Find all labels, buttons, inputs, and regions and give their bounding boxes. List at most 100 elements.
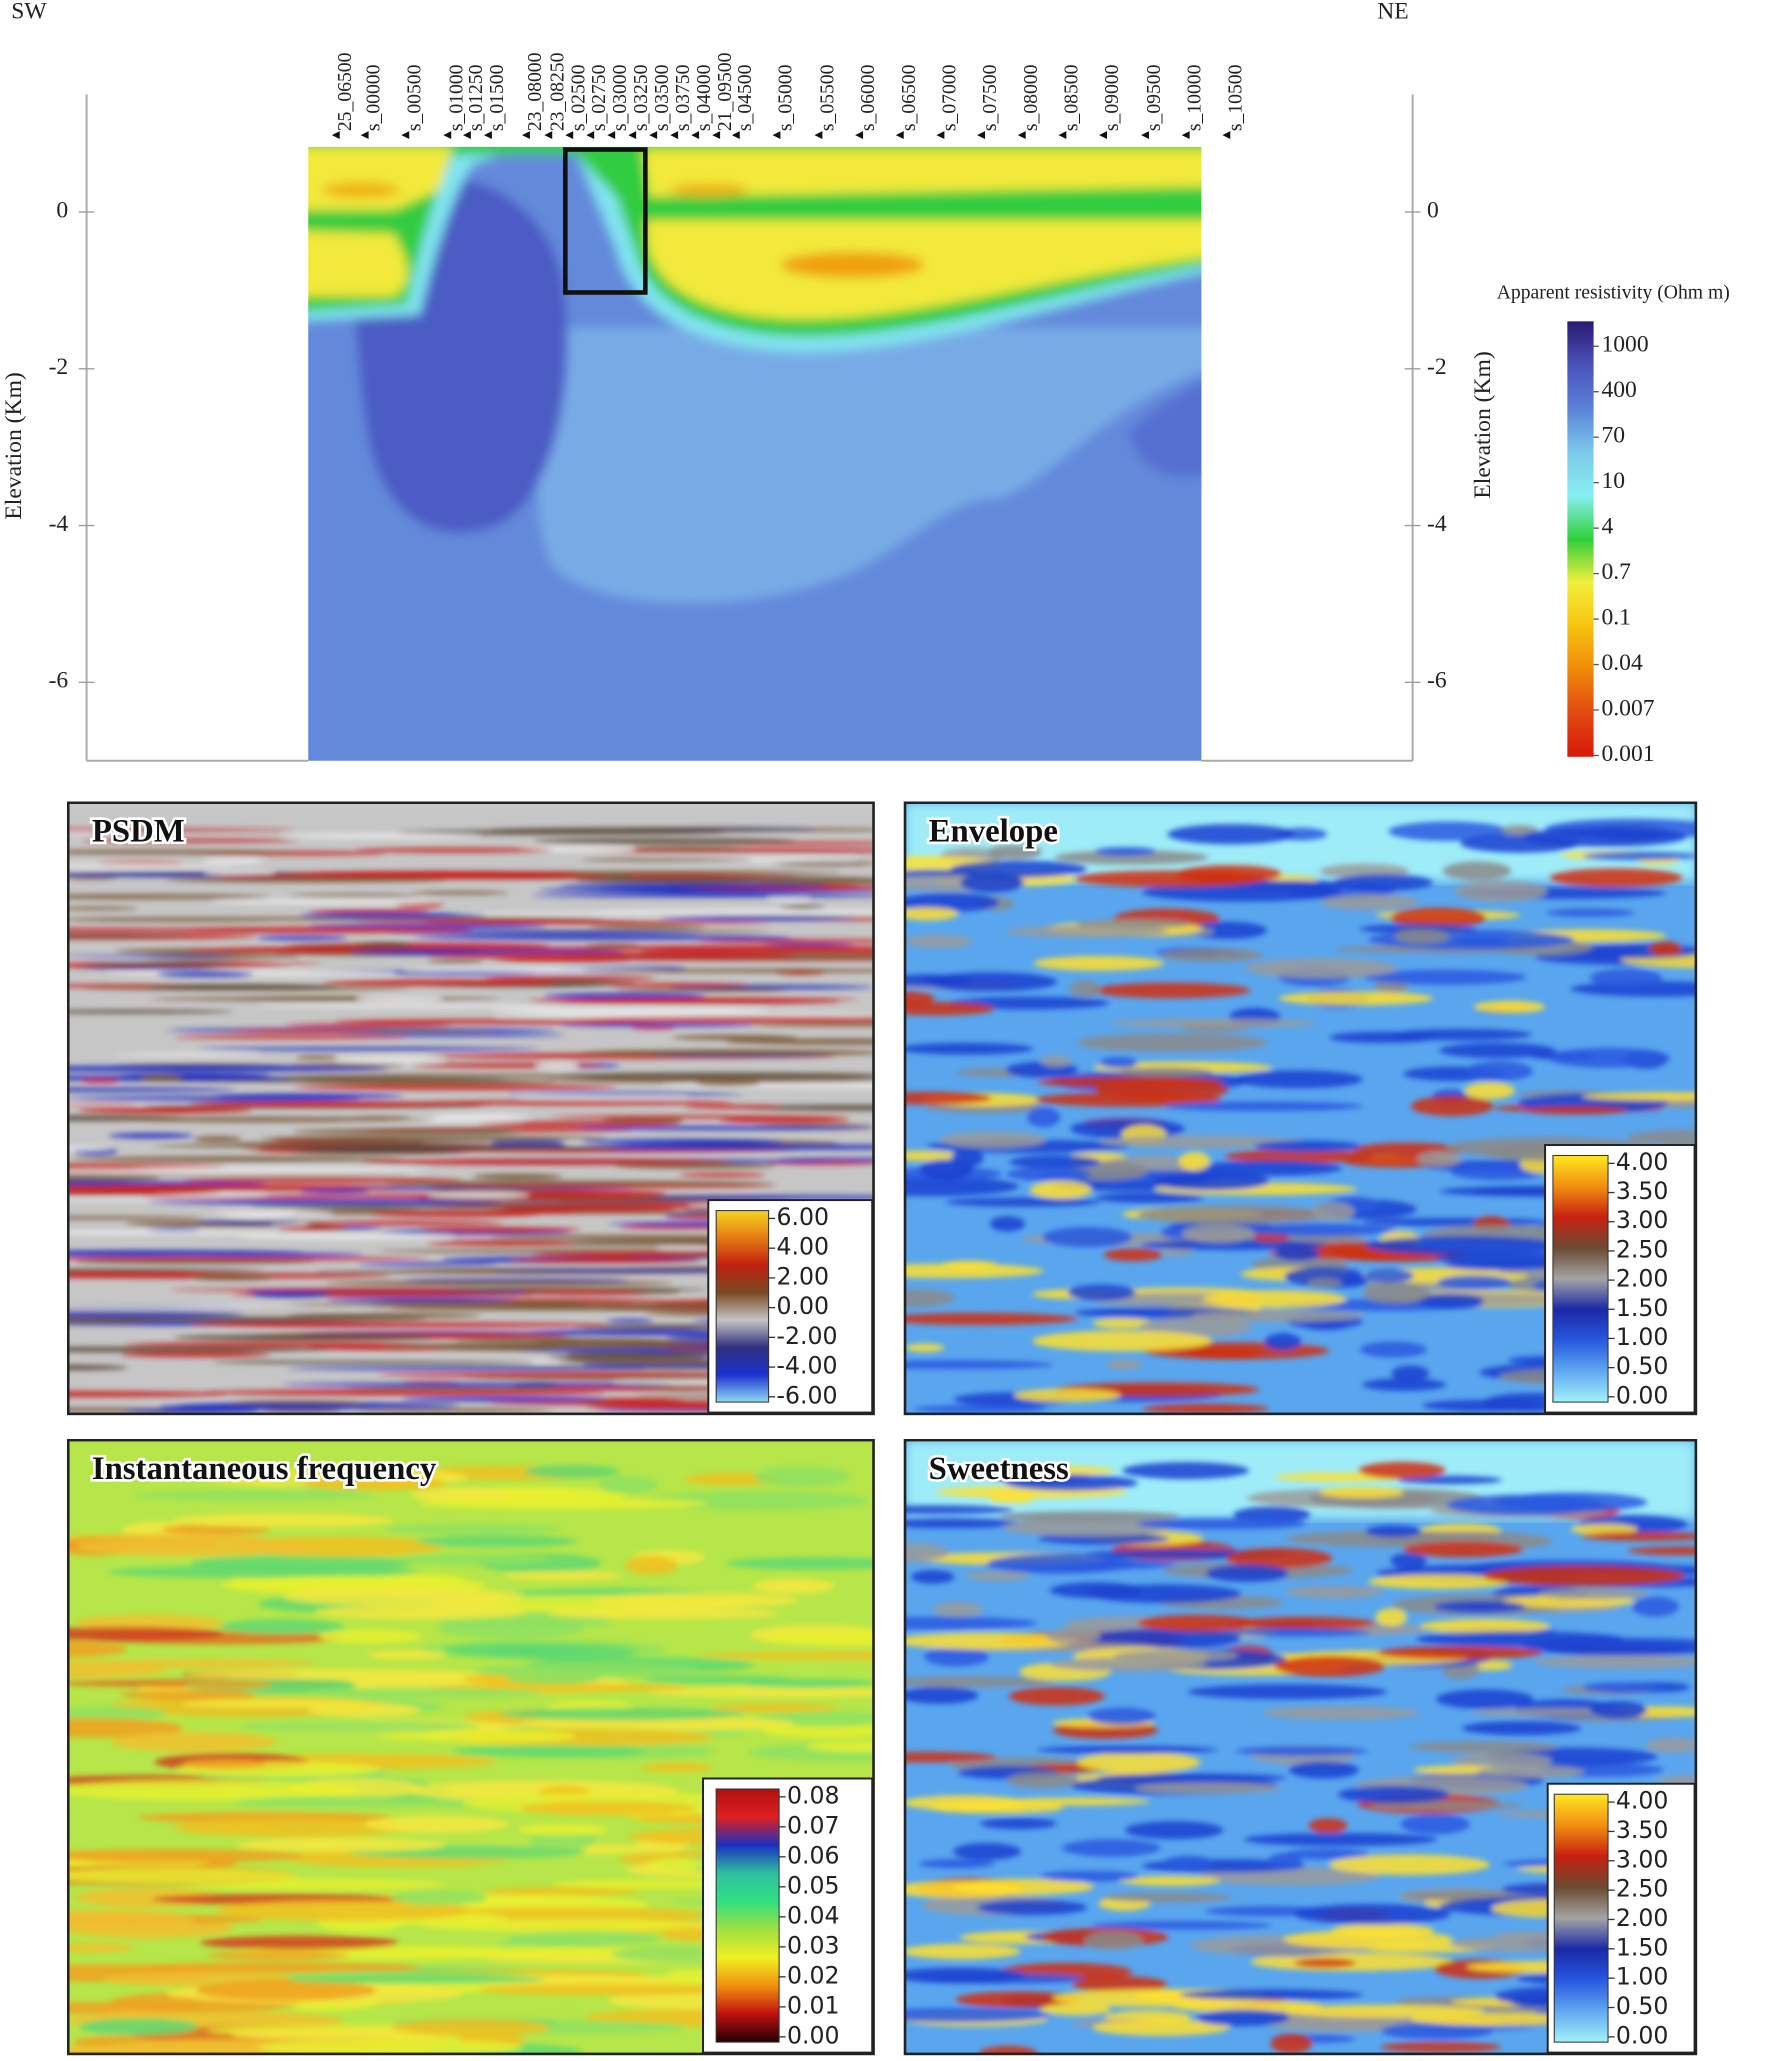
texture-streak xyxy=(1570,981,1696,997)
colorbar-label: 1.00 xyxy=(1616,1323,1669,1351)
texture-streak xyxy=(416,1100,734,1106)
texture-streak xyxy=(287,1975,547,1984)
texture-streak xyxy=(659,915,856,921)
texture-streak xyxy=(559,1022,761,1027)
texture-streak xyxy=(429,1184,777,1188)
colorbar-label: 3.50 xyxy=(1616,1177,1669,1205)
texture-streak xyxy=(1160,948,1264,962)
colorbar xyxy=(715,1788,780,2043)
colorbar-label: 0.02 xyxy=(787,1961,840,1989)
texture-streak xyxy=(1235,1070,1363,1089)
texture-streak xyxy=(905,1518,1017,1529)
texture-streak xyxy=(195,1220,301,1225)
texture-streak xyxy=(1264,1333,1302,1351)
texture-streak xyxy=(1202,1290,1347,1308)
colorbar-label: 10 xyxy=(1601,468,1625,494)
texture-streak xyxy=(68,1909,195,1931)
colorbar-label: -4.00 xyxy=(776,1352,837,1380)
texture-streak xyxy=(1039,1870,1140,1882)
texture-streak xyxy=(355,941,414,948)
texture-streak xyxy=(156,971,254,977)
texture-streak xyxy=(68,1626,225,1641)
y-tick-label: -6 xyxy=(49,668,69,694)
texture-streak xyxy=(580,1049,874,1056)
texture-streak xyxy=(300,1078,556,1085)
texture-streak xyxy=(416,1534,578,1548)
texture-streak xyxy=(1319,1486,1405,1499)
texture-streak xyxy=(421,1918,703,1932)
texture-streak xyxy=(535,1062,579,1070)
y-tick-label: -4 xyxy=(49,511,69,537)
texture-streak xyxy=(196,1979,377,2001)
texture-streak xyxy=(1497,1492,1648,1512)
texture-streak xyxy=(472,1663,700,1679)
texture-streak xyxy=(905,1676,1056,1688)
texture-streak xyxy=(1091,1921,1273,1930)
texture-streak xyxy=(574,1125,874,1131)
texture-streak xyxy=(68,1306,376,1311)
texture-streak xyxy=(150,996,502,1001)
texture-streak xyxy=(307,908,430,914)
texture-streak xyxy=(630,1026,676,1030)
station-label: s_06500 xyxy=(898,64,920,131)
texture-streak xyxy=(68,1215,203,1220)
texture-streak xyxy=(107,2010,160,2019)
texture-streak xyxy=(199,1935,399,1950)
texture-streak xyxy=(68,1779,361,1801)
texture-streak xyxy=(1164,1101,1363,1112)
colorbar-label: 2.00 xyxy=(776,1262,829,1290)
texture-streak xyxy=(1397,1475,1503,1485)
texture-streak xyxy=(1002,1797,1150,1806)
colorbar-label: 4.00 xyxy=(776,1233,829,1261)
texture-streak xyxy=(499,1707,746,1721)
station-label: s_03750 xyxy=(672,64,694,131)
texture-streak xyxy=(1362,1378,1446,1392)
station-label: s_02750 xyxy=(588,64,610,131)
texture-streak xyxy=(1224,1149,1374,1164)
texture-streak xyxy=(424,952,797,960)
texture-streak xyxy=(123,1408,260,1414)
texture-streak xyxy=(1439,1042,1556,1059)
colorbar-label: 0.00 xyxy=(1616,2021,1669,2049)
texture-streak xyxy=(1433,1600,1526,1613)
station-label: s_08500 xyxy=(1060,64,1082,131)
colorbar-label: 0.001 xyxy=(1601,741,1654,767)
texture-streak xyxy=(134,1490,376,1501)
texture-streak xyxy=(286,1312,482,1319)
texture-streak xyxy=(524,1464,620,1479)
colorbar-label: 1.50 xyxy=(1616,1294,1669,1322)
texture-streak xyxy=(1097,1773,1288,1783)
texture-streak xyxy=(451,946,801,950)
colorbar-label: 6.00 xyxy=(776,1203,829,1231)
texture-streak xyxy=(425,1240,576,1246)
texture-streak xyxy=(1134,1782,1281,1794)
seismic-image xyxy=(905,802,1696,1414)
texture-streak xyxy=(392,971,536,975)
texture-streak xyxy=(503,1571,623,1581)
texture-streak xyxy=(1419,1618,1551,1634)
texture-streak xyxy=(998,1511,1181,1523)
texture-streak xyxy=(68,849,295,855)
texture-streak xyxy=(645,1491,870,1511)
texture-streak xyxy=(299,1189,369,1194)
texture-streak xyxy=(1233,1616,1376,1630)
texture-streak xyxy=(452,1101,494,1106)
texture-streak xyxy=(1039,1055,1072,1067)
texture-streak xyxy=(905,1881,1024,1898)
texture-streak xyxy=(1416,1151,1463,1167)
texture-streak xyxy=(1009,1155,1101,1169)
texture-streak xyxy=(333,1018,661,1025)
texture-streak xyxy=(1196,1160,1343,1176)
texture-streak xyxy=(1437,1275,1512,1290)
colorbar xyxy=(1567,321,1594,757)
seismic-image xyxy=(68,802,874,1414)
texture-streak xyxy=(1362,1283,1430,1304)
texture-streak xyxy=(158,1403,382,1410)
texture-streak xyxy=(68,934,192,938)
texture-streak xyxy=(251,1291,331,1298)
texture-streak xyxy=(1582,851,1696,861)
texture-streak xyxy=(987,1553,1134,1574)
texture-streak xyxy=(235,1837,447,1852)
texture-streak xyxy=(910,1570,955,1584)
texture-streak xyxy=(905,1943,1021,1960)
